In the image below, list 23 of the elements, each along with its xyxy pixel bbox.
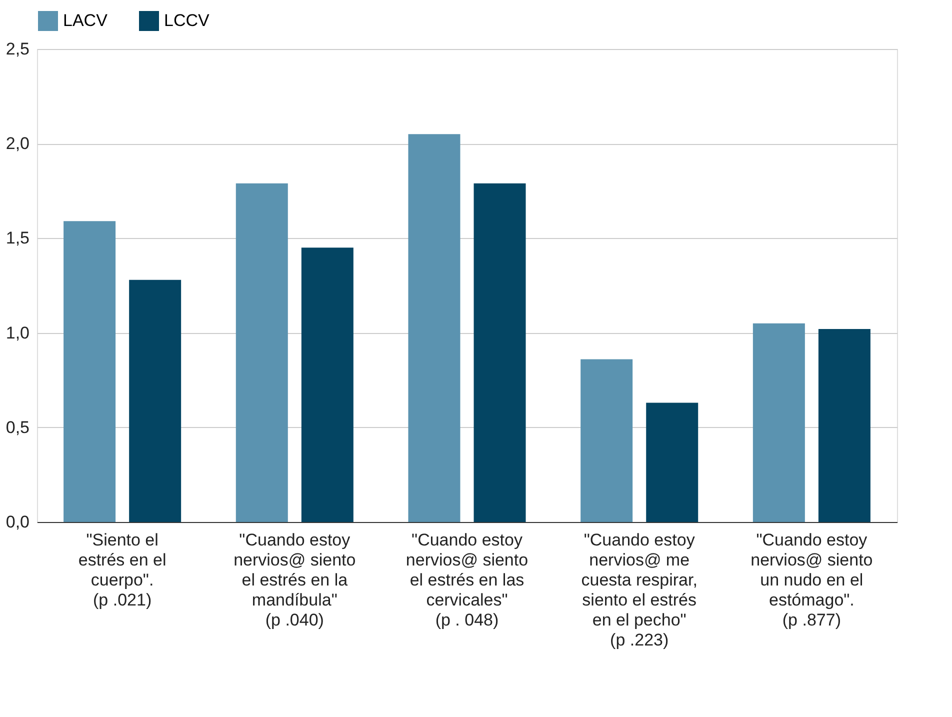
bar xyxy=(236,183,288,522)
legend-label: LACV xyxy=(63,11,108,30)
bar xyxy=(64,221,116,522)
x-tick-label: "Siento el estrés en el cuerpo". (p .021) xyxy=(78,530,166,610)
x-tick-label: "Cuando estoy nervios@ siento el estrés en la mandíbula" (p .040) xyxy=(234,530,356,630)
bar xyxy=(646,402,698,522)
x-tick-label: "Cuando estoy nervios@ siento un nudo en el estómago". (p .877) xyxy=(750,530,873,630)
y-tick-label: 0,0 xyxy=(6,512,30,532)
bar xyxy=(752,323,805,522)
y-tick-label: 2,5 xyxy=(6,40,30,58)
bar xyxy=(580,359,633,522)
y-tick-label: 1,0 xyxy=(6,323,30,342)
x-tick-label: "Cuando estoy nervios@ me cuesta respirar, siento el estrés en el pecho" (p .223) xyxy=(581,530,698,650)
y-tick-label: 0,5 xyxy=(6,418,30,437)
y-tick-label: 2,0 xyxy=(6,134,30,154)
x-tick-label: "Cuando estoy nervios@ siento el estrés en las cervicales" (p . 048) xyxy=(406,530,528,630)
bar xyxy=(818,329,870,522)
bar xyxy=(301,248,354,522)
bar xyxy=(129,280,182,522)
bar xyxy=(408,134,460,522)
legend-label: LCCV xyxy=(164,11,210,30)
bar xyxy=(474,183,526,522)
y-tick-label: 1,5 xyxy=(6,228,30,248)
